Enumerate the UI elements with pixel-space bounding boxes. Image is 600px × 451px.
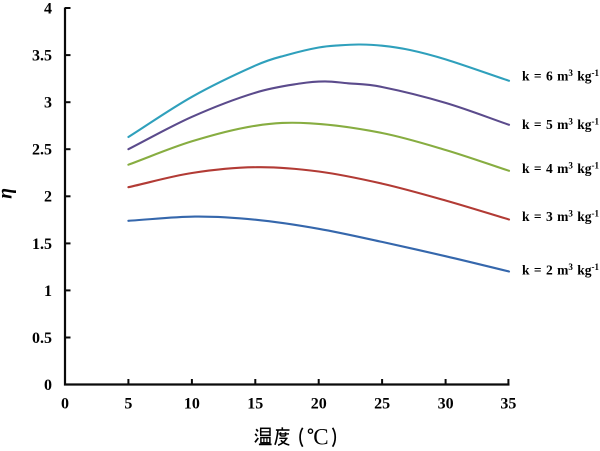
svg-text:20: 20 (311, 396, 327, 413)
svg-text:3.5: 3.5 (32, 48, 52, 65)
svg-text:0: 0 (44, 377, 52, 394)
svg-text:25: 25 (374, 396, 390, 413)
svg-text:k = 4 m3 kg-1: k = 4 m3 kg-1 (522, 161, 599, 177)
svg-text:2: 2 (44, 189, 52, 206)
svg-text:2.5: 2.5 (32, 142, 52, 159)
svg-text:1: 1 (44, 283, 52, 300)
svg-text:η: η (0, 188, 17, 199)
svg-text:k = 6 m3 kg-1: k = 6 m3 kg-1 (522, 68, 599, 84)
svg-text:0: 0 (61, 396, 69, 413)
svg-text:35: 35 (500, 396, 516, 413)
svg-text:k = 2 m3 kg-1: k = 2 m3 kg-1 (522, 262, 599, 278)
svg-text:10: 10 (184, 396, 200, 413)
svg-text:k = 5 m3 kg-1: k = 5 m3 kg-1 (522, 116, 599, 132)
svg-text:5: 5 (124, 396, 132, 413)
svg-text:3: 3 (44, 95, 52, 112)
svg-text:1.5: 1.5 (32, 236, 52, 253)
svg-text:15: 15 (247, 396, 263, 413)
svg-text:0.5: 0.5 (32, 330, 52, 347)
svg-text:4: 4 (44, 0, 52, 17)
svg-text:C: C (313, 424, 328, 449)
svg-text:30: 30 (438, 396, 454, 413)
svg-text:k = 3 m3 kg-1: k = 3 m3 kg-1 (522, 209, 599, 225)
